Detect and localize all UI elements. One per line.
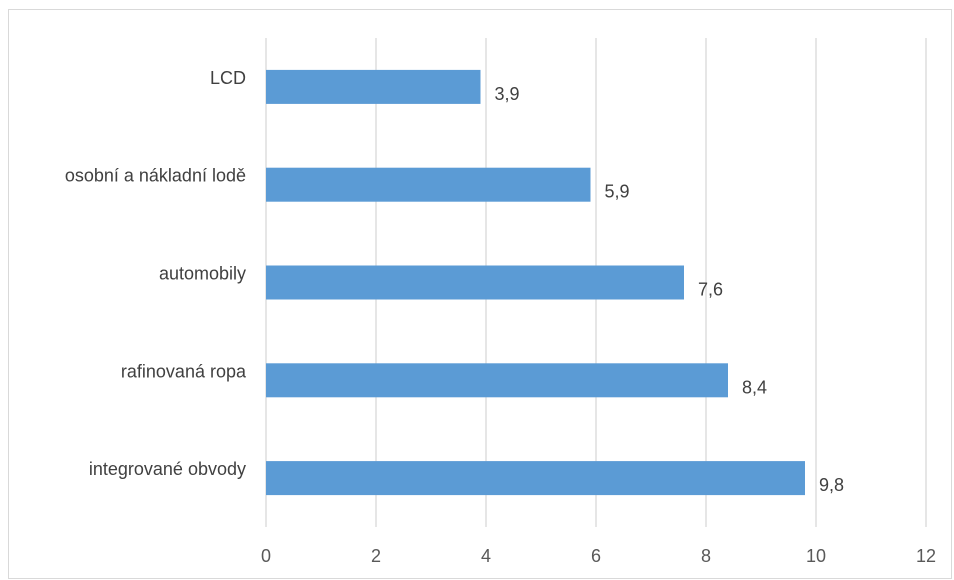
data-label-4: 3,9	[495, 84, 520, 104]
data-label-1: 8,4	[742, 377, 767, 397]
x-tick-label-4: 4	[481, 546, 491, 566]
value-axis-labels: 0 2 4 6 8 10 12	[261, 546, 936, 566]
category-label-1: rafinovaná ropa	[121, 361, 247, 381]
data-label-0: 9,8	[819, 475, 844, 495]
bar-2	[266, 265, 684, 300]
gridlines	[265, 38, 927, 527]
x-tick-label-12: 12	[916, 546, 936, 566]
bar-3	[266, 167, 591, 202]
category-label-2: automobily	[159, 264, 246, 284]
bar-4	[266, 69, 481, 104]
x-tick-label-2: 2	[371, 546, 381, 566]
bar-1	[266, 363, 728, 398]
bar-0	[266, 461, 805, 496]
data-label-3: 5,9	[605, 182, 630, 202]
x-tick-label-8: 8	[701, 546, 711, 566]
category-label-3: osobní a nákladní lodě	[65, 166, 246, 186]
category-axis-labels: integrované obvody rafinovaná ropa automob…	[65, 68, 247, 479]
data-labels: 9,8 8,4 7,6 5,9 3,9	[495, 84, 845, 495]
x-tick-label-6: 6	[591, 546, 601, 566]
category-label-0: integrované obvody	[89, 459, 246, 479]
bar-series	[266, 69, 805, 496]
category-label-4: LCD	[210, 68, 246, 88]
data-label-2: 7,6	[698, 280, 723, 300]
x-tick-label-0: 0	[261, 546, 271, 566]
x-tick-label-10: 10	[806, 546, 826, 566]
